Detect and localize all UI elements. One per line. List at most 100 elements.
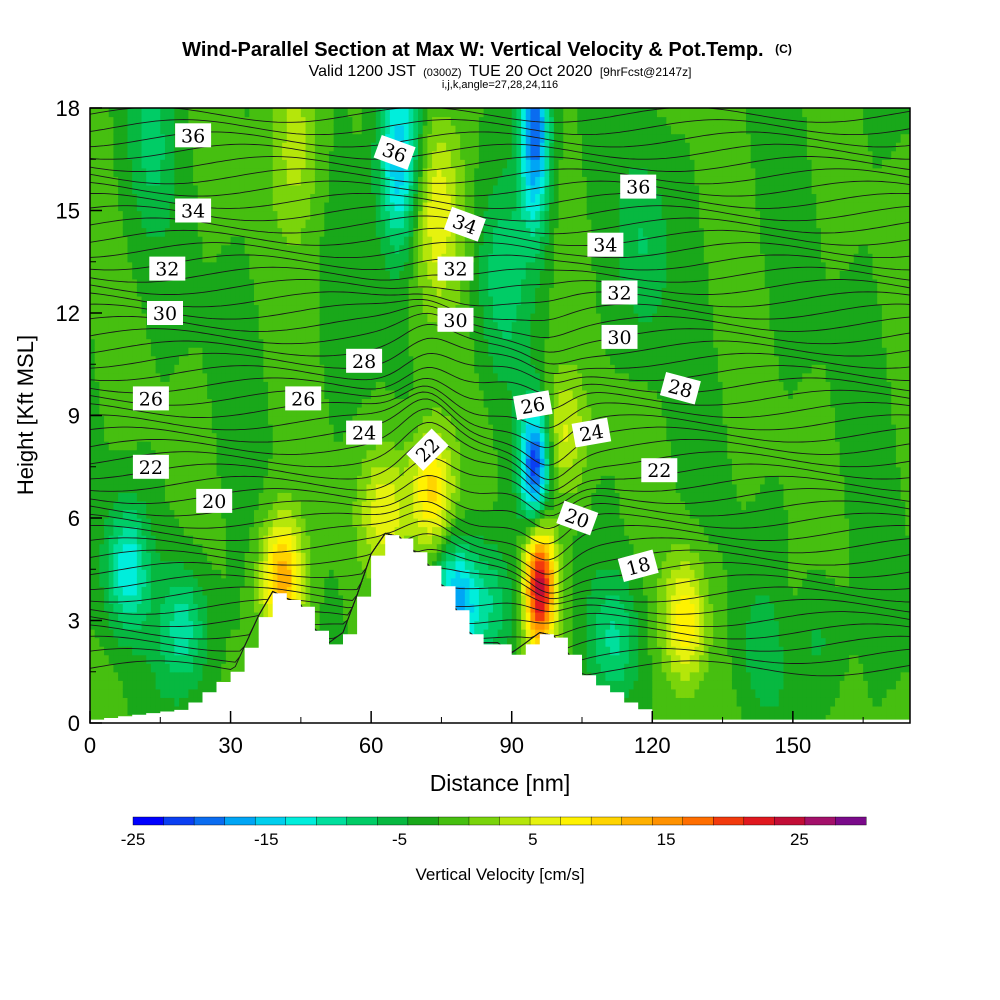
w-cell (361, 586, 368, 596)
w-cell (193, 466, 199, 476)
w-cell (244, 518, 250, 528)
w-cell (211, 577, 218, 587)
w-cell (333, 313, 339, 323)
w-cell (310, 372, 316, 382)
w-cell (225, 167, 232, 177)
w-cell (108, 321, 115, 331)
w-cell (141, 116, 147, 126)
w-cell (207, 167, 213, 177)
w-cell (197, 244, 204, 254)
w-cell (394, 500, 400, 511)
w-cell (310, 219, 316, 229)
w-cell (305, 278, 311, 288)
w-cell (347, 261, 353, 271)
w-cell (375, 295, 382, 306)
w-cell (90, 381, 96, 391)
w-cell (244, 133, 250, 143)
w-cell (366, 535, 372, 545)
w-cell (113, 577, 119, 587)
w-cell (193, 150, 199, 160)
w-cell (277, 167, 283, 177)
w-cell (230, 227, 236, 237)
w-cell (174, 295, 180, 306)
w-cell (244, 603, 250, 613)
w-cell (249, 236, 255, 246)
w-cell (319, 313, 325, 323)
w-cell (235, 458, 241, 468)
w-cell (230, 116, 236, 126)
w-cell (118, 466, 124, 476)
w-cell (268, 535, 274, 545)
w-cell (352, 278, 358, 288)
w-cell (197, 150, 204, 160)
w-cell (155, 424, 161, 434)
w-cell (136, 193, 143, 203)
w-cell (94, 244, 100, 254)
w-cell (174, 338, 180, 348)
w-cell (94, 167, 100, 177)
w-cell (118, 518, 124, 528)
w-cell (122, 611, 129, 622)
w-cell (272, 509, 279, 519)
w-cell (197, 594, 204, 605)
w-cell (99, 210, 105, 220)
w-cell (254, 586, 260, 596)
w-cell (268, 108, 274, 118)
w-cell (249, 133, 255, 143)
w-cell (328, 338, 335, 348)
w-cell (207, 406, 213, 417)
w-cell (146, 321, 152, 331)
w-cell (385, 338, 391, 348)
w-cell (118, 159, 124, 169)
w-cell (249, 210, 255, 220)
w-cell (94, 142, 100, 152)
w-cell (174, 278, 180, 288)
w-cell (249, 560, 255, 570)
w-cell (90, 330, 96, 340)
w-cell (375, 338, 382, 348)
w-cell (249, 270, 255, 280)
w-cell (221, 569, 227, 579)
w-cell (141, 364, 147, 374)
w-cell (164, 680, 171, 690)
w-cell (375, 372, 382, 382)
w-cell (136, 518, 143, 528)
w-cell (239, 270, 246, 280)
w-cell (277, 441, 283, 451)
w-cell (319, 577, 325, 587)
w-cell (371, 227, 377, 237)
w-cell (371, 321, 377, 331)
w-cell (277, 227, 283, 237)
w-cell (385, 466, 391, 476)
w-cell (366, 184, 372, 195)
w-cell (291, 552, 297, 562)
w-cell (268, 389, 274, 400)
w-cell (108, 552, 115, 562)
w-cell (179, 663, 185, 673)
w-cell (202, 646, 208, 656)
w-cell (408, 201, 414, 212)
w-cell (193, 398, 199, 408)
w-cell (296, 483, 302, 493)
w-cell (249, 193, 255, 203)
w-cell (249, 219, 255, 229)
w-cell (291, 458, 297, 468)
w-cell (174, 671, 180, 681)
w-cell (305, 535, 311, 545)
w-cell (221, 483, 227, 493)
w-cell (122, 253, 129, 263)
w-cell (104, 603, 110, 613)
w-cell (216, 406, 222, 417)
w-cell (314, 526, 321, 536)
w-cell (169, 372, 175, 382)
w-cell (314, 295, 321, 306)
w-cell (216, 475, 222, 485)
w-cell (272, 108, 279, 118)
w-cell (328, 441, 335, 451)
w-cell (394, 244, 400, 254)
w-cell (90, 688, 96, 698)
w-cell (113, 364, 119, 374)
w-cell (118, 586, 124, 596)
w-cell (94, 159, 100, 169)
w-cell (296, 509, 302, 519)
